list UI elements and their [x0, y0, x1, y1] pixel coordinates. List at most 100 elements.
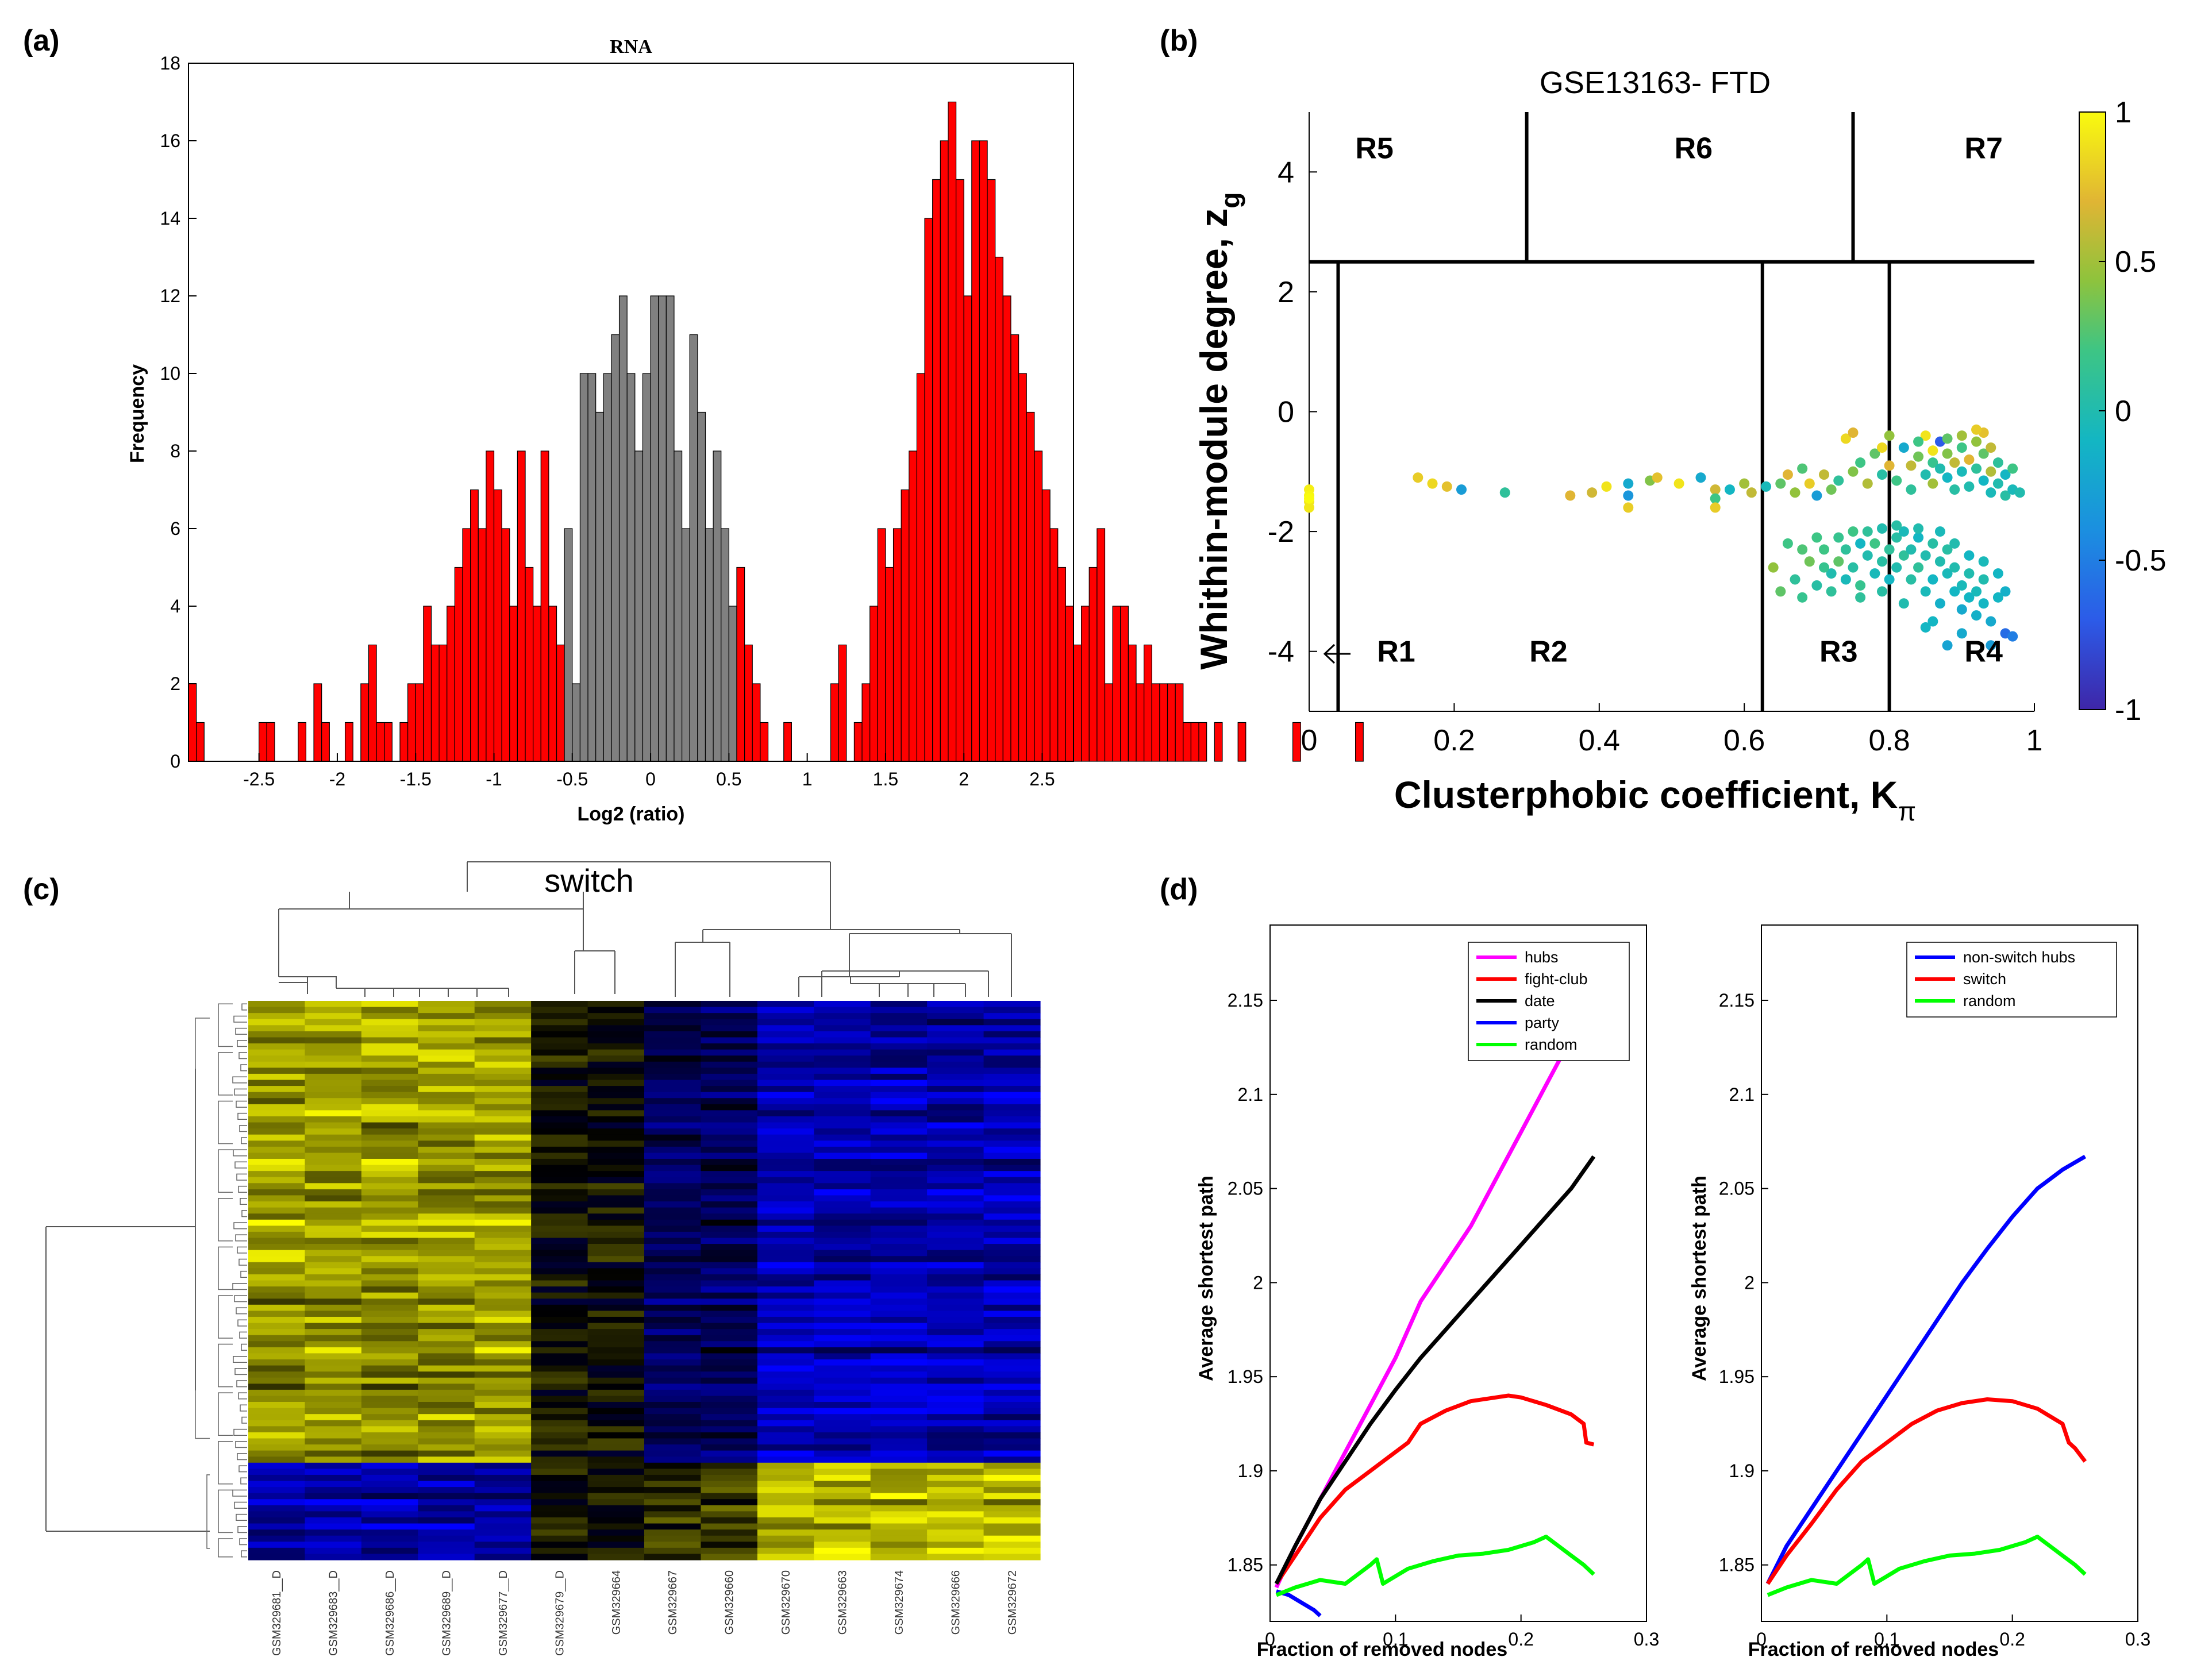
heatmap-cell — [305, 1384, 362, 1390]
heatmap-cell — [814, 1389, 871, 1397]
heatmap-cell — [248, 1304, 306, 1311]
heatmap-cell — [644, 1481, 702, 1488]
heatmap-cell — [757, 1316, 814, 1324]
heatmap-cell — [927, 1183, 984, 1190]
scatter-point — [1775, 586, 1786, 597]
histogram-bar — [1128, 644, 1137, 762]
heatmap-cell — [474, 1341, 532, 1348]
heatmap-cell — [305, 1377, 362, 1384]
heatmap-cell — [927, 1043, 984, 1050]
heatmap-cell — [644, 1316, 702, 1324]
heatmap-cell — [474, 1329, 532, 1336]
heatmap-cell — [587, 1481, 645, 1488]
heatmap-cell — [644, 1025, 702, 1032]
histogram-bar — [486, 450, 495, 762]
heatmap-cell — [983, 1438, 1041, 1445]
heatmap-cell — [418, 1049, 475, 1056]
histogram-bar — [298, 722, 307, 762]
heatmap-cell — [757, 1122, 814, 1129]
heatmap-cell — [644, 1219, 702, 1226]
heatmap-cell — [587, 1165, 645, 1172]
heatmap-cell — [983, 1329, 1041, 1336]
heatmap-cell — [814, 1158, 871, 1166]
heatmap-cell — [983, 1195, 1041, 1202]
heatmap-cell — [870, 1371, 928, 1378]
heatmap-cell — [587, 1286, 645, 1293]
heatmap-cell — [701, 1213, 758, 1220]
heatmap-cell — [474, 1547, 532, 1555]
heatmap-cell — [418, 1420, 475, 1427]
heatmap-cell — [870, 1068, 928, 1074]
scatter-point — [1782, 538, 1793, 549]
heatmap-cell — [927, 1158, 984, 1166]
heatmap-cell — [305, 1068, 362, 1074]
heatmap-cell — [701, 1311, 758, 1317]
heatmap-cell — [814, 1359, 871, 1366]
heatmap-cell — [983, 1359, 1041, 1366]
heatmap-cell — [361, 1177, 418, 1184]
heatmap-cell — [757, 1286, 814, 1293]
histogram-bar — [376, 722, 385, 762]
heatmap-cell — [418, 1304, 475, 1311]
scatter-point — [1761, 481, 1772, 492]
heatmap-cell — [870, 1226, 928, 1232]
heatmap-cell — [814, 1092, 871, 1099]
heatmap-cell — [644, 1402, 702, 1409]
heatmap-cell — [361, 1049, 418, 1056]
histogram-bar — [548, 606, 557, 762]
heatmap-cell — [983, 1177, 1041, 1184]
y-tick-label: 2.05 — [1228, 1178, 1263, 1199]
row-dendrogram-leaf — [233, 1222, 247, 1230]
heatmap-cell — [701, 1104, 758, 1111]
heatmap-cell — [418, 1414, 475, 1421]
histogram-bar — [1041, 489, 1051, 762]
heatmap-cell — [305, 1469, 362, 1475]
heatmap-cell — [644, 1359, 702, 1366]
scatter-point — [2000, 586, 2011, 597]
heatmap-cell — [814, 1542, 871, 1548]
heatmap-cell — [983, 1505, 1041, 1512]
heatmap-cell — [474, 1323, 532, 1330]
heatmap-cell — [474, 1116, 532, 1123]
heatmap-cell — [418, 1359, 475, 1366]
row-dendrogram-leaf — [237, 1319, 247, 1327]
heatmap-cell — [248, 1207, 306, 1214]
heatmap-cell — [474, 1098, 532, 1105]
scatter-point — [1942, 472, 1953, 483]
scatter-point — [1819, 544, 1830, 555]
heatmap-cell — [305, 1304, 362, 1311]
heatmap-cell — [644, 1049, 702, 1056]
heatmap-cell — [531, 1371, 588, 1378]
heatmap-cell — [644, 1165, 702, 1172]
row-dendrogram-leaf — [240, 1064, 247, 1072]
heatmap-cell — [248, 1068, 306, 1074]
heatmap-cell — [248, 1031, 306, 1038]
histogram-bar — [744, 644, 753, 762]
heatmap-cell — [418, 1298, 475, 1305]
histogram-bar — [987, 179, 996, 762]
heatmap-cell — [644, 1110, 702, 1117]
heatmap-cell — [248, 1195, 306, 1202]
histogram-bar — [1081, 606, 1090, 762]
heatmap-cell — [587, 1523, 645, 1530]
heatmap-cell — [757, 1189, 814, 1196]
heatmap-cell — [870, 1347, 928, 1354]
heatmap-cell — [305, 1335, 362, 1342]
heatmap-cell — [983, 1128, 1041, 1135]
heatmap-cell — [531, 1529, 588, 1536]
heatmap-cell — [248, 1171, 306, 1178]
heatmap-cell — [361, 1396, 418, 1402]
heatmap-cell — [814, 1268, 871, 1275]
heatmap-cell — [418, 1323, 475, 1330]
heatmap-cell — [418, 1201, 475, 1208]
heatmap-cell — [305, 1359, 362, 1366]
heatmap-cell — [983, 1165, 1041, 1172]
heatmap-cell — [418, 1286, 475, 1293]
heatmap-cell — [814, 1371, 871, 1378]
heatmap-cell — [644, 1055, 702, 1062]
y-tick-label: 10 — [160, 363, 180, 384]
heatmap-cell — [531, 1304, 588, 1311]
histogram-bar — [955, 179, 964, 762]
heatmap-cell — [927, 1304, 984, 1311]
heatmap-cell — [644, 1298, 702, 1305]
